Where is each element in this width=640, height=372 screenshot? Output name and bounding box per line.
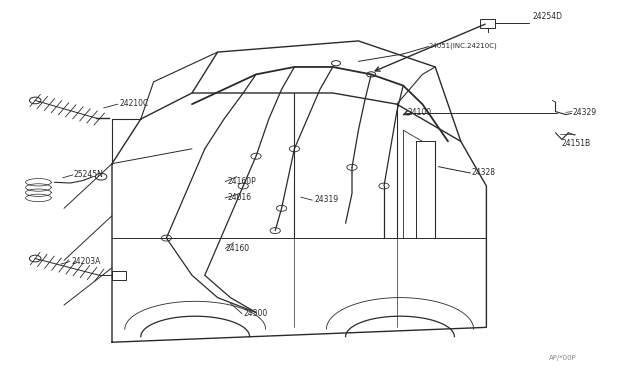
Text: 24016: 24016 [228, 193, 252, 202]
Text: 24329: 24329 [573, 108, 597, 117]
Bar [112, 271, 126, 280]
Text: 24203A: 24203A [71, 257, 100, 266]
Bar [480, 19, 495, 28]
Text: 24210C: 24210C [119, 99, 148, 108]
Text: 25245N: 25245N [74, 170, 104, 179]
Text: 24300: 24300 [243, 309, 268, 318]
Text: 24160: 24160 [226, 244, 250, 253]
Text: 24328: 24328 [472, 168, 496, 177]
Text: 24319: 24319 [314, 195, 339, 204]
Text: 24160P: 24160P [228, 177, 257, 186]
Text: 24254D: 24254D [532, 12, 563, 21]
Text: 24151B: 24151B [562, 140, 591, 148]
Text: 24051(INC.24210C): 24051(INC.24210C) [429, 43, 497, 49]
Text: AP/*00P: AP/*00P [549, 355, 577, 361]
Text: 24100: 24100 [407, 108, 431, 117]
